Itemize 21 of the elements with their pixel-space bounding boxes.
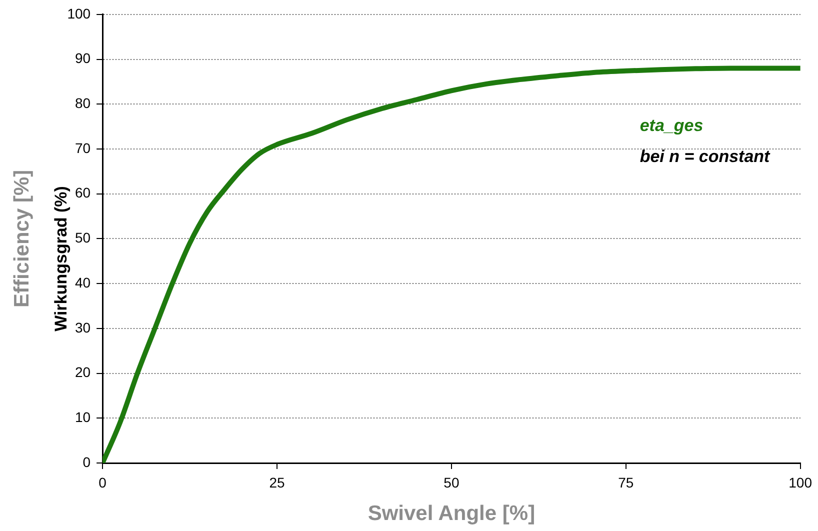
y-tick-label: 30: [74, 319, 91, 336]
y-tick-label: 100: [67, 5, 91, 22]
y-tick-label: 20: [74, 364, 91, 380]
x-tick-label: 0: [98, 474, 107, 490]
x-tick-label: 50: [444, 474, 460, 490]
x-tick-label: 75: [618, 474, 634, 490]
x-axis-title: Swivel Angle [%]: [368, 502, 536, 526]
y-tick-label: 40: [74, 274, 91, 290]
text: Wirkungsgrad (%): [52, 186, 71, 332]
y-tick-label: 70: [74, 140, 91, 156]
x-tick-label: 25: [269, 474, 285, 490]
text: eta_ges: [640, 116, 704, 136]
y-tick-label: 60: [74, 184, 91, 201]
annotation: bei n = constant: [640, 147, 772, 166]
x-tick-label: 100: [788, 474, 812, 490]
y-tick-label: 0: [82, 454, 91, 470]
y-tick-label: 10: [74, 409, 91, 425]
y-tick-label: 50: [74, 230, 91, 246]
y-tick-label: 80: [74, 94, 91, 111]
y-tick-label: 90: [74, 50, 91, 66]
y-axis-title: Efficiency [%]: [10, 170, 34, 308]
